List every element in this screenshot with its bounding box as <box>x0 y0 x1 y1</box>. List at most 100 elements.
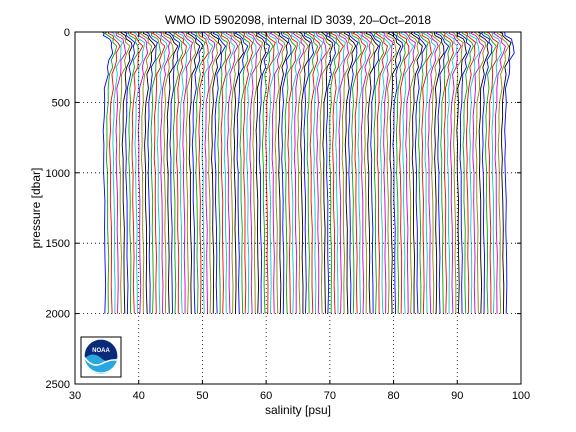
profiles-layer <box>102 31 515 314</box>
profile-line <box>174 31 187 314</box>
x-tick-label: 60 <box>260 390 272 402</box>
profile-line <box>339 31 354 314</box>
profile-line <box>193 31 206 314</box>
profile-line <box>123 31 136 314</box>
profile-line <box>352 31 367 314</box>
profile-line <box>413 31 427 314</box>
profile-line <box>110 31 123 314</box>
profile-line <box>155 31 168 314</box>
profile-line <box>496 31 510 314</box>
profile-line <box>210 31 222 314</box>
profile-line <box>167 31 180 314</box>
profile-line <box>285 31 298 314</box>
profile-line <box>316 31 327 314</box>
profile-line <box>136 31 149 314</box>
profile-line <box>422 31 437 314</box>
profile-line <box>120 31 133 314</box>
profile-line <box>177 31 191 314</box>
profile-line <box>445 31 458 314</box>
profile-line <box>254 31 267 314</box>
logo-ring <box>83 338 119 374</box>
profile-line <box>245 31 257 314</box>
profile-line <box>442 31 454 314</box>
profile-line <box>338 31 350 314</box>
profile-line <box>129 31 144 314</box>
profile-line <box>190 31 204 314</box>
profile-line <box>206 31 218 314</box>
profile-line <box>282 31 297 314</box>
profile-line <box>185 31 197 314</box>
profile-line <box>457 31 472 314</box>
profile-line <box>351 32 362 314</box>
profile-line <box>387 31 402 314</box>
profile-line <box>276 31 289 314</box>
profile-line <box>421 31 432 314</box>
noaa-logo: NOAA <box>80 336 122 378</box>
profile-line <box>499 31 512 314</box>
profile-line <box>225 31 239 314</box>
profile-line <box>158 31 171 314</box>
profile-line <box>416 31 429 314</box>
profile-line <box>212 31 227 314</box>
profile-line <box>127 31 139 314</box>
profile-line <box>250 31 263 314</box>
profile-line <box>303 31 315 314</box>
chart-title: WMO ID 5902098, internal ID 3039, 20–Oct… <box>165 13 431 27</box>
profile-line <box>438 31 451 314</box>
profile-line <box>237 31 251 314</box>
x-tick-label: 100 <box>512 390 530 402</box>
logo-letters: NOAA <box>92 348 110 354</box>
profile-line <box>228 31 241 314</box>
profile-line <box>390 31 404 314</box>
x-axis-label: salinity [psu] <box>265 403 331 417</box>
profile-line <box>298 31 311 314</box>
profile-line <box>268 31 279 314</box>
profile-line <box>480 31 493 314</box>
profile-line <box>145 31 158 314</box>
profile-line <box>304 31 319 314</box>
y-tick-label: 2000 <box>46 309 70 321</box>
profile-line <box>163 31 174 314</box>
profile-line <box>368 31 381 314</box>
profile-line <box>269 31 284 314</box>
profile-line <box>410 31 423 314</box>
profile-line <box>327 31 340 314</box>
profile-line <box>222 31 236 314</box>
profile-line <box>107 31 121 314</box>
x-tick-label: 50 <box>196 390 208 402</box>
profile-line <box>400 31 415 314</box>
profile-line <box>198 31 209 314</box>
profile-line <box>180 31 193 314</box>
profile-line <box>115 31 127 314</box>
profile-line <box>215 31 228 314</box>
profile-line <box>483 31 497 314</box>
profile-line <box>359 31 371 314</box>
profile-line <box>375 31 388 314</box>
profile-line <box>104 31 118 314</box>
profile-line <box>386 31 397 314</box>
profile-line <box>365 31 380 314</box>
profile-line <box>372 31 385 314</box>
profile-line <box>435 31 450 314</box>
x-tick-label: 70 <box>324 390 336 402</box>
profile-line <box>132 31 145 314</box>
logo-bird <box>83 356 118 366</box>
y-tick-label: 2500 <box>46 379 70 391</box>
profile-line <box>504 31 515 314</box>
profile-line <box>292 31 305 314</box>
profile-line <box>139 31 153 314</box>
profile-line <box>433 31 445 314</box>
y-tick-label: 1500 <box>46 238 70 250</box>
y-axis-label: pressure [dbar] <box>29 168 43 249</box>
profile-line <box>186 31 201 314</box>
profile-line <box>469 31 480 314</box>
profile-line <box>150 31 162 314</box>
profile-line <box>199 31 214 314</box>
profile-line <box>451 31 464 314</box>
profile-line <box>324 31 336 314</box>
profile-line <box>280 31 292 314</box>
profile-line <box>407 31 419 314</box>
profile-line <box>426 31 439 314</box>
